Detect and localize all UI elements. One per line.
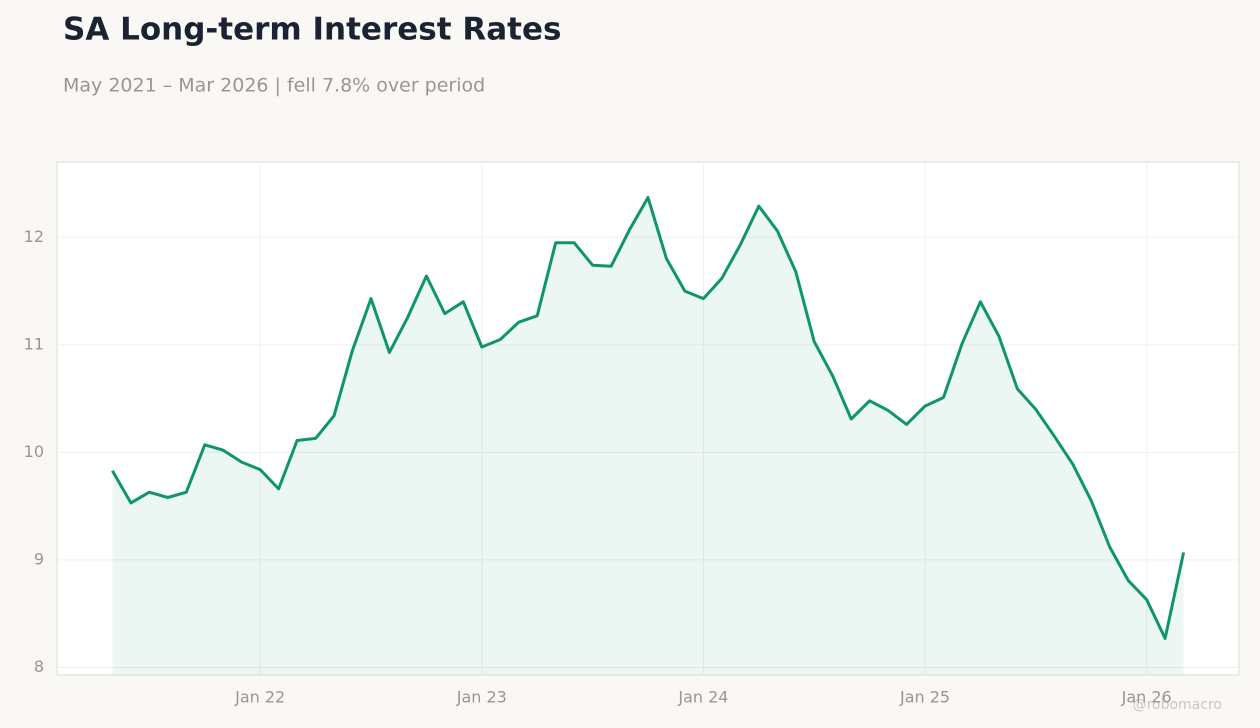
x-tick-label: Jan 22: [234, 688, 285, 707]
x-tick-label: Jan 24: [677, 688, 728, 707]
y-tick-label: 8: [34, 657, 44, 676]
area: [112, 197, 1184, 675]
watermark: @robomacro: [1133, 697, 1222, 713]
line: [111, 196, 1186, 640]
x-tick-label: Jan 26: [1121, 688, 1172, 707]
y-tick-label: 9: [34, 549, 44, 568]
y-tick-label: 12: [24, 227, 44, 246]
x-tick-label: Jan 25: [899, 688, 950, 707]
chart-title: SA Long-term Interest Rates: [63, 12, 561, 48]
y-tick-label: 10: [24, 442, 44, 461]
chart-subtitle: May 2021 – Mar 2026 | fell 7.8% over per…: [63, 75, 485, 97]
y-tick-label: 11: [24, 334, 44, 353]
x-tick-label: Jan 23: [456, 688, 507, 707]
